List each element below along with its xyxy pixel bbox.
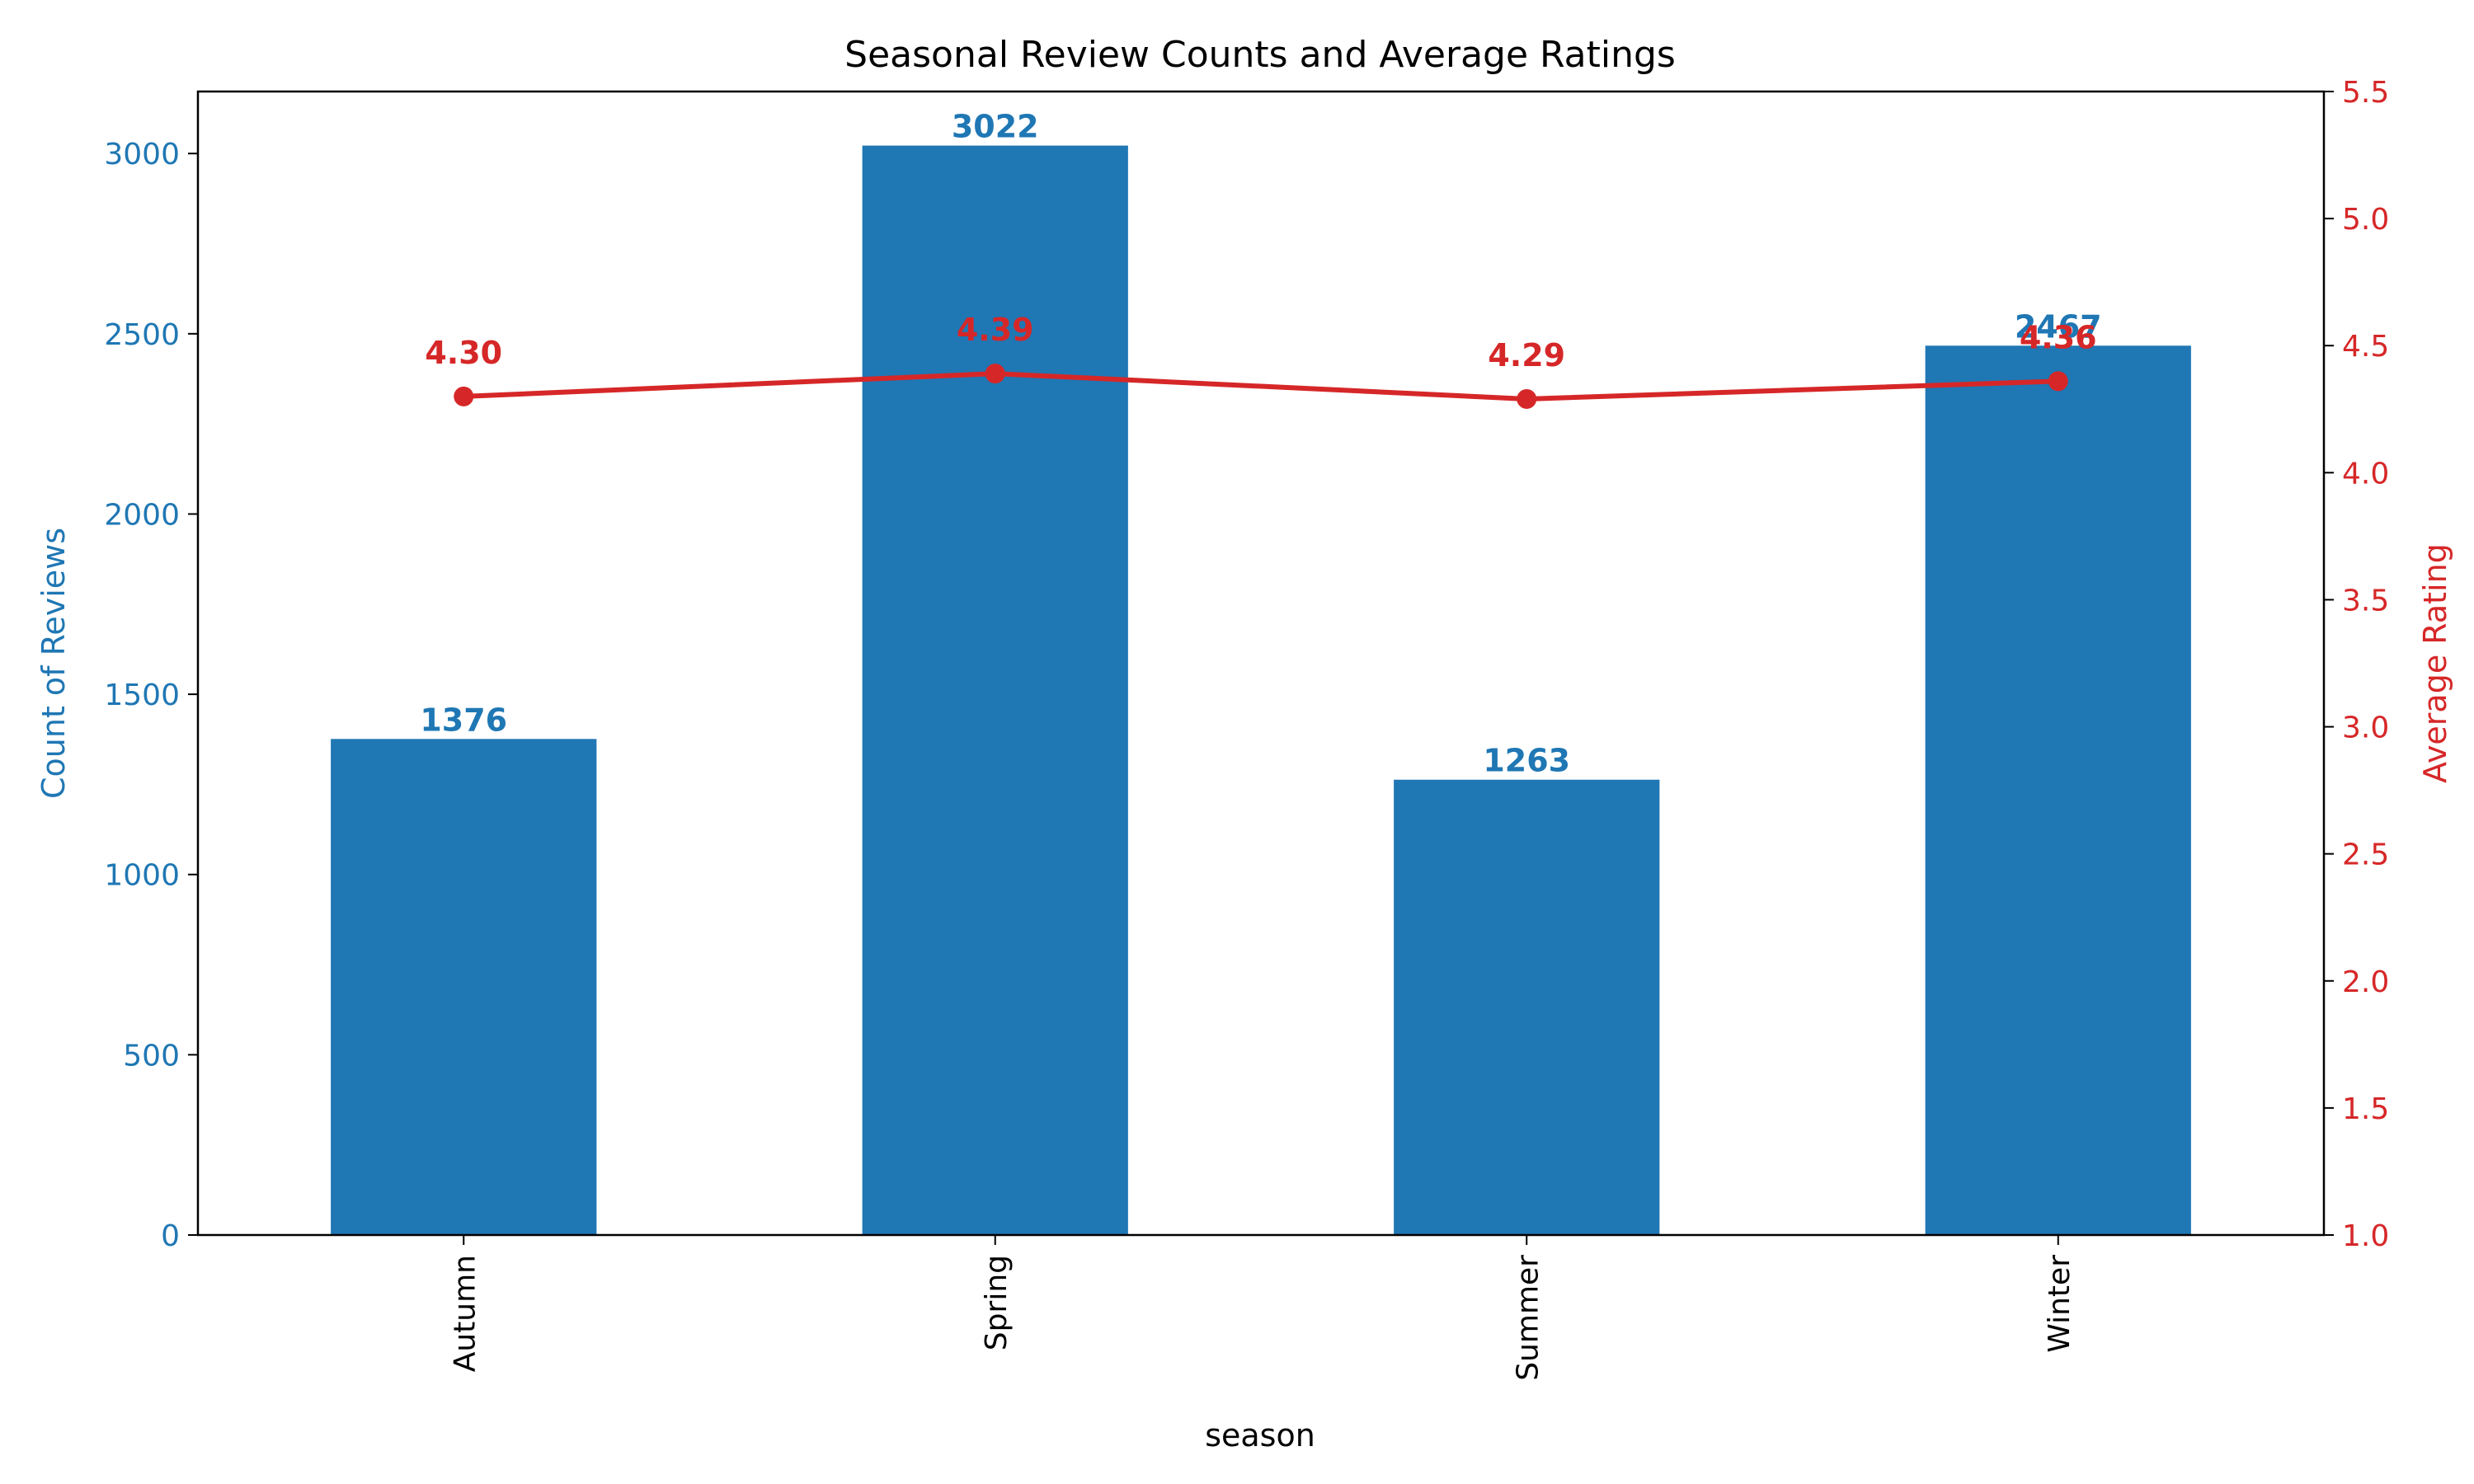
rating-point-autumn xyxy=(454,386,474,406)
right-tick-label: 1.0 xyxy=(2342,1219,2389,1253)
left-tick-label: 2000 xyxy=(104,498,180,532)
bar-label-autumn: 1376 xyxy=(420,702,507,738)
right-tick-label: 4.0 xyxy=(2342,457,2389,491)
left-tick-label: 2500 xyxy=(104,318,180,352)
left-tick-label: 0 xyxy=(161,1219,180,1253)
right-axis-ticks: 1.0 1.5 2.0 2.5 3.0 3.5 4.0 4.5 5.0 5.5 xyxy=(2324,76,2389,1253)
chart-title: Seasonal Review Counts and Average Ratin… xyxy=(844,34,1676,76)
right-tick-label: 5.0 xyxy=(2342,203,2389,237)
bar-label-winter: 2467 xyxy=(2015,308,2102,345)
right-tick-label: 1.5 xyxy=(2342,1092,2389,1126)
bar-label-summer: 1263 xyxy=(1483,743,1570,779)
rating-label-winter: 4.36 xyxy=(2020,319,2097,355)
right-tick-label: 3.0 xyxy=(2342,711,2389,745)
rating-point-summer xyxy=(1517,388,1537,409)
left-axis-ticks: 0 500 1000 1500 2000 2500 3000 xyxy=(104,138,198,1253)
bar-label-spring: 3022 xyxy=(952,109,1039,145)
left-axis-label: Count of Reviews xyxy=(35,528,72,799)
rating-point-spring xyxy=(985,364,1005,384)
x-tick-label-summer: Summer xyxy=(1511,1255,1545,1381)
left-tick-label: 1500 xyxy=(104,679,180,712)
rating-label-summer: 4.29 xyxy=(1488,337,1565,373)
right-axis-label: Average Rating xyxy=(2417,543,2453,783)
right-tick-label: 4.5 xyxy=(2342,330,2389,364)
x-tick-label-autumn: Autumn xyxy=(448,1255,482,1372)
x-tick-label-spring: Spring xyxy=(980,1255,1014,1350)
rating-line xyxy=(463,371,2058,402)
plot-frame xyxy=(196,90,2326,1237)
right-tick-label: 3.5 xyxy=(2342,584,2389,618)
right-tick-label: 2.0 xyxy=(2342,965,2389,999)
bar-series xyxy=(331,145,2191,1236)
line-series xyxy=(454,364,2068,409)
rating-point-winter xyxy=(2048,371,2068,392)
x-axis-ticks: Autumn Spring Summer Winter xyxy=(448,1235,2077,1381)
bar-summer xyxy=(1394,779,1660,1235)
x-axis-label: season xyxy=(1205,1417,1315,1453)
bar-value-labels: 1376 3022 1263 2467 xyxy=(420,109,2101,779)
x-tick-label-winter: Winter xyxy=(2043,1255,2077,1353)
right-tick-label: 5.5 xyxy=(2342,76,2389,110)
line-value-labels: 4.30 4.39 4.29 4.36 xyxy=(425,312,2096,373)
left-tick-label: 3000 xyxy=(104,138,180,171)
left-tick-label: 1000 xyxy=(104,859,180,893)
bar-spring xyxy=(862,145,1128,1235)
axes-frame xyxy=(196,90,2326,1237)
right-tick-label: 2.5 xyxy=(2342,838,2389,872)
bar-autumn xyxy=(331,739,597,1235)
rating-label-spring: 4.39 xyxy=(957,312,1034,348)
rating-label-autumn: 4.30 xyxy=(425,335,502,371)
left-tick-label: 500 xyxy=(123,1039,180,1073)
bar-winter xyxy=(1925,345,2191,1236)
